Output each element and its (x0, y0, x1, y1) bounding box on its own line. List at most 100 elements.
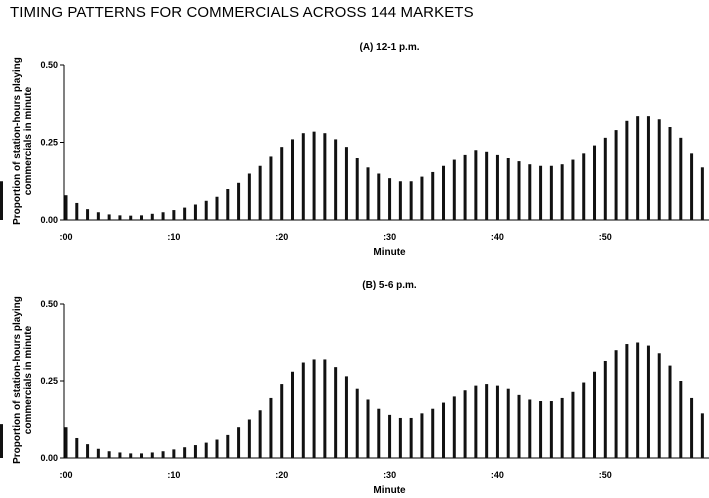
bar-minute-46 (560, 164, 564, 220)
x-axis-label: Minute (373, 247, 406, 258)
bar-minute-56 (668, 365, 672, 458)
bar-minute-8 (150, 452, 154, 458)
bar-minute-30 (388, 414, 392, 458)
bar-minute-49 (593, 145, 597, 220)
bar-minute-20 (280, 147, 284, 220)
bar-minute-1 (75, 202, 79, 220)
bar-minute-19 (269, 156, 273, 220)
bar-minute-56 (668, 127, 672, 220)
bar-minute-19 (269, 397, 273, 458)
y-axis-label-line: commercials in minute (23, 86, 34, 195)
y-tick-label: 0.25 (40, 376, 58, 386)
x-tick-label: :10 (167, 232, 180, 242)
chart-panel-b: (B) 5-6 p.m. Proportion of station-hours … (0, 280, 709, 496)
x-tick-label: :20 (275, 470, 288, 480)
bar-minute-17 (247, 419, 251, 458)
bar-minute-46 (560, 397, 564, 458)
bar-minute-27 (355, 388, 359, 458)
bar-minute-25 (334, 139, 338, 220)
bar-minute-32 (409, 417, 413, 458)
bar-minute-14 (215, 196, 219, 220)
bar-minute-7 (140, 453, 144, 458)
bar-minute-28 (366, 167, 370, 220)
x-tick-label: :30 (383, 470, 396, 480)
bar-minute-29 (377, 408, 381, 458)
bar-minute-39 (485, 151, 489, 220)
bar-minute-26 (344, 147, 348, 220)
bar-minute-44 (539, 165, 543, 220)
bar-minute-42 (517, 394, 521, 458)
bar-minute-43 (528, 164, 532, 220)
bar-minute-9 (161, 212, 165, 220)
bar-minute-35 (442, 165, 446, 220)
bar-minute-13 (204, 442, 208, 458)
bar-minute-48 (582, 382, 586, 458)
x-tick-label: :30 (383, 232, 396, 242)
bar-minute-12 (193, 445, 197, 458)
x-tick-label: :10 (167, 470, 180, 480)
bar-minute-32 (409, 181, 413, 220)
bar-minute-55 (657, 119, 661, 220)
bar-minute-13 (204, 200, 208, 220)
bar-minute-27 (355, 158, 359, 220)
bar-minute-undefined (0, 424, 3, 458)
bar-minute-51 (614, 130, 618, 220)
bar-minute-16 (237, 427, 241, 458)
y-tick-label: 0.00 (40, 215, 58, 225)
bar-minute-28 (366, 399, 370, 458)
bar-minute-49 (593, 371, 597, 458)
y-tick-label: 0.50 (40, 60, 58, 70)
bar-minute-43 (528, 399, 532, 458)
bar-minute-38 (474, 150, 478, 220)
bar-minute-8 (150, 213, 154, 220)
bar-minute-31 (398, 417, 402, 458)
bar-minute-48 (582, 153, 586, 220)
bar-minute-9 (161, 451, 165, 458)
x-tick-label: :40 (491, 470, 504, 480)
bar-minute-24 (323, 359, 327, 458)
x-tick-label: :00 (59, 232, 72, 242)
y-axis-label-line: Proportion of station-hours playing (12, 57, 23, 225)
bar-minute-52 (625, 120, 629, 220)
bar-minute-undefined (0, 181, 3, 220)
bar-minute-23 (312, 359, 316, 458)
y-axis-label-line: Proportion of station-hours playing (12, 296, 23, 464)
bar-minute-14 (215, 439, 219, 458)
bar-minute-7 (140, 215, 144, 220)
bar-minute-35 (442, 402, 446, 458)
bar-minute-25 (334, 367, 338, 458)
bar-minute-4 (107, 214, 111, 220)
bar-minute-34 (431, 408, 435, 458)
y-axis-label-line: commercials in minute (23, 325, 34, 434)
chart-main-title: TIMING PATTERNS FOR COMMERCIALS ACROSS 1… (10, 4, 474, 21)
bar-minute-6 (129, 453, 133, 458)
bar-minute-15 (226, 434, 230, 458)
bar-minute-17 (247, 173, 251, 220)
bar-minute-50 (603, 360, 607, 458)
bar-minute-0 (64, 427, 68, 458)
bar-minute-6 (129, 215, 133, 220)
bar-minute-29 (377, 173, 381, 220)
bar-minute-3 (96, 212, 100, 220)
bar-minute-54 (646, 345, 650, 458)
bar-minute-36 (452, 159, 456, 220)
bar-minute-2 (86, 444, 90, 458)
bar-minute-52 (625, 344, 629, 458)
y-axis-label: Proportion of station-hours playingcomme… (12, 57, 34, 225)
bar-minute-41 (506, 158, 510, 220)
bar-minute-31 (398, 181, 402, 220)
bar-minute-54 (646, 116, 650, 220)
bar-minute-18 (258, 165, 262, 220)
bar-minute-4 (107, 451, 111, 458)
bar-minute-40 (495, 385, 499, 458)
bar-minute-12 (193, 204, 197, 220)
bar-minute-44 (539, 401, 543, 458)
y-tick-label: 0.50 (40, 299, 58, 309)
bar-minute-59 (700, 413, 704, 458)
panel-title: (A) 12-1 p.m. (359, 42, 419, 53)
bar-minute-41 (506, 388, 510, 458)
x-tick-label: :40 (491, 232, 504, 242)
bar-minute-26 (344, 376, 348, 458)
bar-minute-39 (485, 384, 489, 458)
bar-minute-33 (420, 413, 424, 458)
